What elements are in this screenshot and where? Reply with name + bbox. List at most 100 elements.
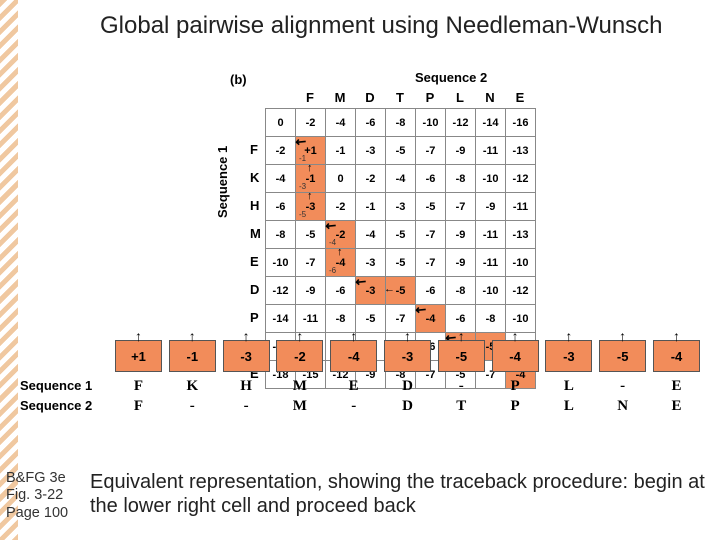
matrix-cell: 0 xyxy=(266,109,296,137)
matrix-cell: -11 xyxy=(476,221,506,249)
alignment-char: L xyxy=(545,398,592,415)
alignment-char: N xyxy=(599,398,646,415)
alignment-char: P xyxy=(492,378,539,395)
row-letter: F xyxy=(250,136,261,164)
alignment-char: M xyxy=(276,398,323,415)
score-box: ↑-4 xyxy=(330,340,377,372)
matrix-cell: -12 xyxy=(266,277,296,305)
matrix-cell: -7 xyxy=(416,221,446,249)
matrix-cell: -4 xyxy=(356,221,386,249)
matrix-cell: -6 xyxy=(416,277,446,305)
strip-seq2-cells: F--M-DTPLNE xyxy=(115,398,700,415)
matrix-cell: -11 xyxy=(506,193,536,221)
matrix-cell: -9 xyxy=(446,221,476,249)
matrix-cell: -10 xyxy=(416,109,446,137)
up-arrow-icon: ↑ xyxy=(296,328,303,344)
row-letter: P xyxy=(250,304,261,332)
matrix-cell: -5← xyxy=(386,277,416,305)
column-letter: P xyxy=(415,90,445,105)
alignment-char: P xyxy=(492,398,539,415)
matrix-cell: -8 xyxy=(446,277,476,305)
citation-line1: B&FG 3e xyxy=(6,470,68,487)
seq1-axis-label: Sequence 1 xyxy=(215,146,230,218)
score-box: ↑-3 xyxy=(223,340,270,372)
matrix-cell: -14 xyxy=(266,305,296,333)
matrix-cell: -3 xyxy=(356,137,386,165)
up-arrow-icon: ↑ xyxy=(619,328,626,344)
alignment-char: K xyxy=(169,378,216,395)
matrix-cell: -9 xyxy=(446,249,476,277)
left-stripe xyxy=(0,0,18,540)
matrix-cell: -5 xyxy=(356,305,386,333)
column-headers: FMDTPLNE xyxy=(295,90,535,105)
score-box: ↑-1 xyxy=(169,340,216,372)
matrix-cell: -10 xyxy=(506,249,536,277)
alignment-char: - xyxy=(223,398,270,415)
matrix-cell: -9 xyxy=(296,277,326,305)
alignment-char: L xyxy=(545,378,592,395)
strip-seq2-row: Sequence 2 F--M-DTPLNE xyxy=(20,398,700,415)
row-letter: K xyxy=(250,164,261,192)
strip-seq2-label: Sequence 2 xyxy=(20,398,115,415)
matrix-cell: -8 xyxy=(446,165,476,193)
up-arrow-icon: ↑ xyxy=(337,247,343,258)
row-letter: D xyxy=(250,276,261,304)
matrix-cell: -3 xyxy=(356,249,386,277)
matrix-cell: -7 xyxy=(416,137,446,165)
up-arrow-icon: ↑ xyxy=(673,328,680,344)
matrix-cell: -11 xyxy=(476,249,506,277)
strip-seq1-cells: FKHMED-PL-E xyxy=(115,378,700,395)
column-letter: D xyxy=(355,90,385,105)
column-letter: M xyxy=(325,90,355,105)
score-box: ↑-5 xyxy=(599,340,646,372)
up-arrow-icon: ↑ xyxy=(404,328,411,344)
alignment-char: E xyxy=(330,378,377,395)
score-box: ↑-3 xyxy=(545,340,592,372)
matrix-cell: -10 xyxy=(476,277,506,305)
alignment-char: E xyxy=(653,378,700,395)
column-letter: L xyxy=(445,90,475,105)
panel-label: (b) xyxy=(230,72,247,87)
score-box: ↑-2 xyxy=(276,340,323,372)
matrix-cell: -11 xyxy=(476,137,506,165)
up-arrow-icon: ↑ xyxy=(135,328,142,344)
alignment-char: T xyxy=(438,398,485,415)
column-letter: F xyxy=(295,90,325,105)
matrix-cell: -1 xyxy=(356,193,386,221)
score-box: ↑-4 xyxy=(653,340,700,372)
alignment-char: H xyxy=(223,378,270,395)
score-box: ↑-3 xyxy=(384,340,431,372)
page-title: Global pairwise alignment using Needlema… xyxy=(100,12,680,40)
matrix-cell: -16 xyxy=(506,109,536,137)
matrix-cell: -9 xyxy=(446,137,476,165)
matrix-cell: -1 xyxy=(326,137,356,165)
column-letter: N xyxy=(475,90,505,105)
matrix-cell: -7 xyxy=(446,193,476,221)
matrix-cell: -12 xyxy=(506,165,536,193)
alignment-char: - xyxy=(169,398,216,415)
matrix-cell: -10 xyxy=(266,249,296,277)
matrix-cell: -2-4↖ xyxy=(326,221,356,249)
alignment-char: - xyxy=(438,378,485,395)
up-arrow-icon: ↑ xyxy=(307,163,313,174)
matrix-cell: -13 xyxy=(506,137,536,165)
matrix-cell: -10 xyxy=(476,165,506,193)
matrix-cell: -5 xyxy=(416,193,446,221)
score-box: ↑-5 xyxy=(438,340,485,372)
matrix-cell: -13 xyxy=(506,221,536,249)
matrix-cell: -8 xyxy=(266,221,296,249)
row-letter: M xyxy=(250,220,261,248)
row-letter: H xyxy=(250,192,261,220)
up-arrow-icon: ↑ xyxy=(243,328,250,344)
alignment-char: F xyxy=(115,378,162,395)
matrix-cell: -4-6↑ xyxy=(326,249,356,277)
matrix-cell: -14 xyxy=(476,109,506,137)
left-arrow-icon: ← xyxy=(384,284,395,295)
matrix-cell: -6 xyxy=(356,109,386,137)
matrix-cell: -4 xyxy=(326,109,356,137)
up-arrow-icon: ↑ xyxy=(350,328,357,344)
matrix-cell: -8 xyxy=(386,109,416,137)
matrix-cell: -1-3↑ xyxy=(296,165,326,193)
up-arrow-icon: ↑ xyxy=(458,328,465,344)
alignment-char: M xyxy=(276,378,323,395)
